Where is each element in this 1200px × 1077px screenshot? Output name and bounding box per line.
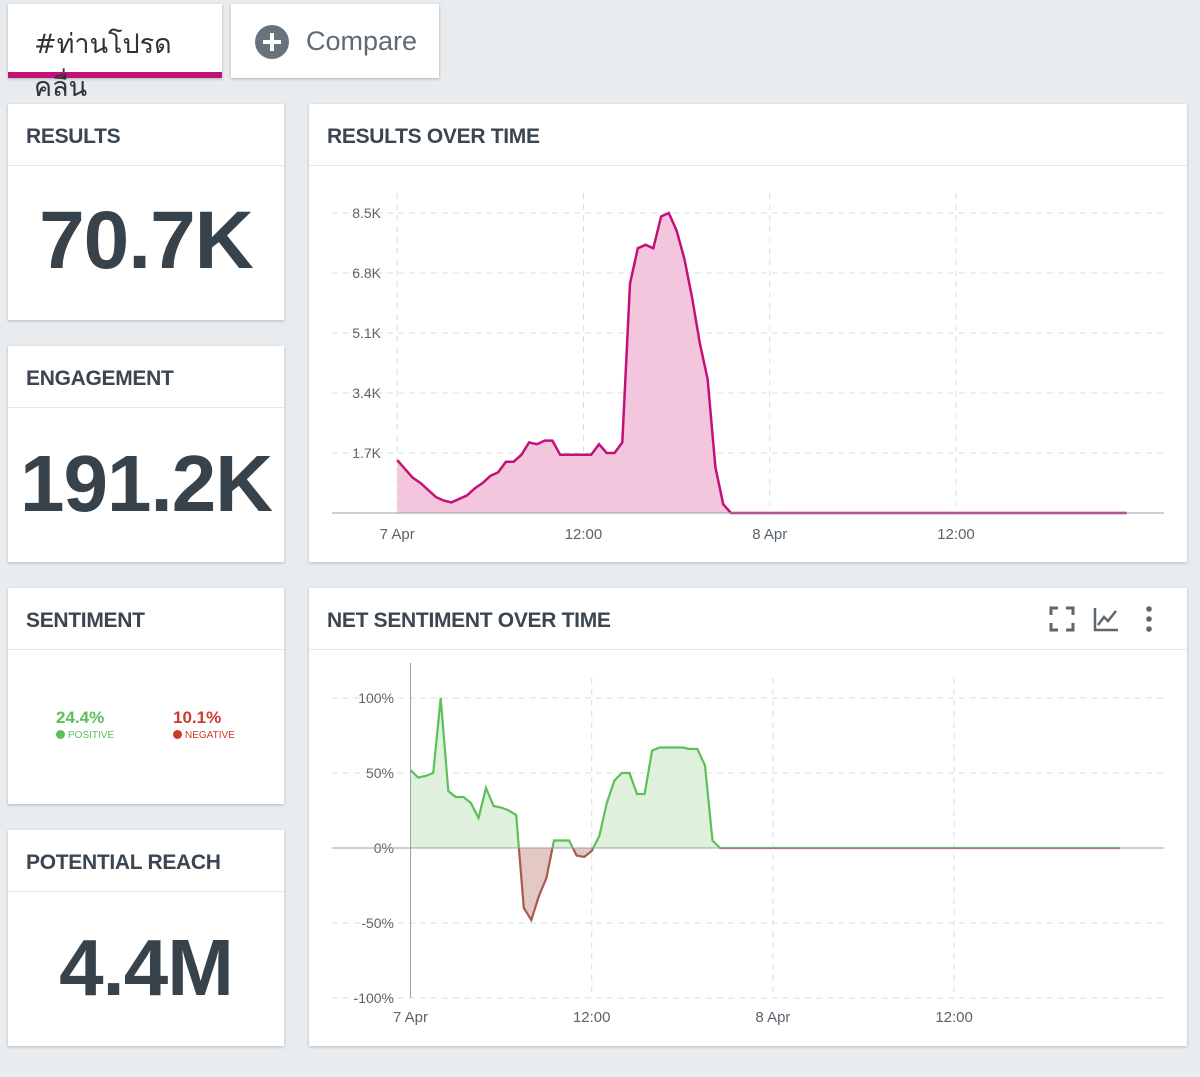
engagement-title: ENGAGEMENT — [26, 367, 174, 390]
results-area — [397, 213, 1127, 513]
reach-card: POTENTIAL REACH 4.4M — [8, 830, 284, 1046]
y-tick-label: 100% — [358, 690, 394, 706]
positive-label: POSITIVE — [68, 730, 115, 741]
negative-label: NEGATIVE — [185, 730, 235, 741]
engagement-value: 191.2K — [20, 439, 273, 528]
y-tick-label: -100% — [354, 990, 394, 1006]
results-title: RESULTS — [26, 125, 121, 148]
x-tick-label: 12:00 — [937, 526, 975, 543]
y-tick-label: 50% — [366, 765, 394, 781]
x-tick-label: 8 Apr — [752, 526, 787, 543]
x-tick-label: 8 Apr — [755, 1009, 790, 1026]
negative-percent: 10.1% — [173, 708, 222, 727]
x-tick-label: 7 Apr — [393, 1009, 428, 1026]
y-tick-label: -50% — [361, 915, 394, 931]
results-chart-title: RESULTS OVER TIME — [327, 125, 540, 148]
y-tick-label: 8.5K — [352, 205, 381, 221]
positive-area — [410, 698, 1121, 848]
sentiment-card: SENTIMENT 24.4% POSITIVE 10.1% NEGATIVE — [8, 588, 284, 804]
sentiment-chart-title: NET SENTIMENT OVER TIME — [327, 609, 611, 632]
sentiment-chart-header: NET SENTIMENT OVER TIME — [309, 588, 1187, 650]
expand-icon[interactable] — [1047, 604, 1077, 634]
smile-icon — [56, 730, 65, 739]
negative-line — [517, 848, 1121, 923]
positive-stat: 24.4% POSITIVE — [56, 708, 114, 741]
x-tick-label: 7 Apr — [380, 526, 415, 543]
results-over-time-chart: 1.7K 3.4K 5.1K 6.8K 8.5K 7 Apr 12:00 8 Apr 12:00 — [332, 193, 1164, 543]
positive-line — [409, 697, 1121, 848]
reach-title: POTENTIAL REACH — [26, 851, 221, 874]
frown-icon — [173, 730, 182, 739]
y-tick-label: 1.7K — [352, 445, 381, 461]
plus-circle-icon — [255, 25, 289, 59]
results-card: RESULTS 70.7K — [8, 104, 284, 320]
results-chart-header: RESULTS OVER TIME — [309, 104, 1187, 166]
engagement-card-header: ENGAGEMENT — [8, 346, 284, 408]
reach-value: 4.4M — [59, 923, 234, 1012]
negative-stat: 10.1% NEGATIVE — [173, 708, 235, 741]
more-vertical-icon[interactable] — [1134, 604, 1164, 634]
y-tick-label: 3.4K — [352, 385, 381, 401]
x-tick-label: 12:00 — [573, 1009, 611, 1026]
tab-active-query[interactable]: #ท่านโปรดคลื่น — [8, 4, 222, 103]
net-sentiment-chart: 100%50%0%-50%-100%7 Apr 12:00 8 Apr 12:00 — [332, 663, 1164, 1026]
results-value: 70.7K — [39, 195, 254, 286]
x-tick-label: 12:00 — [565, 526, 603, 543]
tab-active-label: #ท่านโปรดคลื่น — [34, 29, 172, 103]
y-tick-label: 6.8K — [352, 265, 381, 281]
results-card-header: RESULTS — [8, 104, 284, 166]
y-tick-label: 5.1K — [352, 325, 381, 341]
line-chart-icon[interactable] — [1091, 604, 1121, 634]
sentiment-card-header: SENTIMENT — [8, 588, 284, 650]
compare-label: Compare — [306, 26, 418, 56]
reach-card-header: POTENTIAL REACH — [8, 830, 284, 892]
net-sentiment-card: NET SENTIMENT OVER TIME 100% 50% 0% -50% -10… — [309, 588, 1187, 1046]
results-over-time-card: RESULTS OVER TIME 1.7K 3.4K 5.1K 6.8K 8.5K 7 … — [309, 104, 1187, 562]
positive-percent: 24.4% — [56, 708, 105, 727]
x-tick-label: 12:00 — [935, 1009, 973, 1026]
engagement-card: ENGAGEMENT 191.2K — [8, 346, 284, 562]
negative-area — [410, 848, 1121, 920]
sentiment-title: SENTIMENT — [26, 609, 145, 632]
compare-button[interactable]: Compare — [231, 4, 439, 78]
